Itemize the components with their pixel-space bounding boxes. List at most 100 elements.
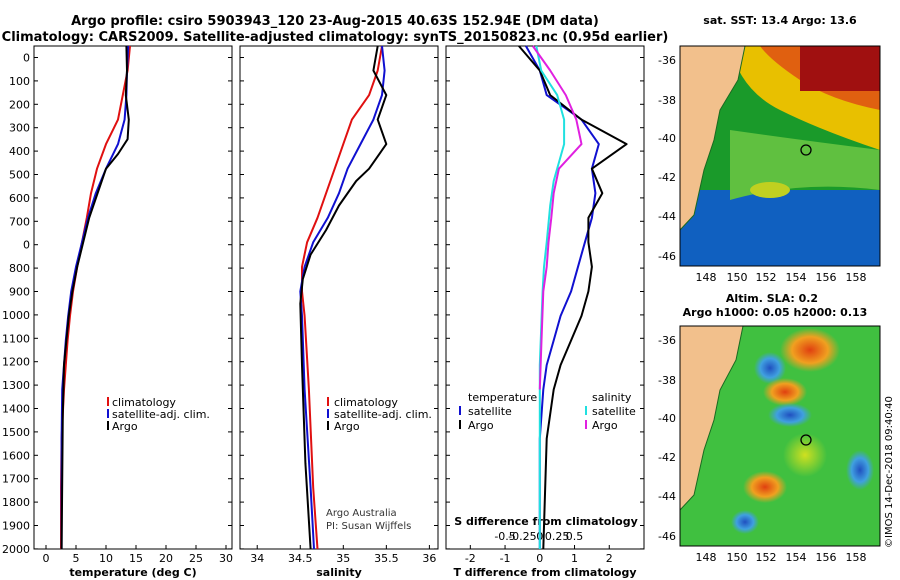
- figure-title-line-2: Climatology: CARS2009. Satellite-adjuste…: [1, 30, 669, 45]
- sst-map-lat-tick: -44: [658, 210, 676, 223]
- depth-tick-label: 1900: [2, 520, 30, 533]
- sla-map: [679, 325, 881, 547]
- depth-tick-label: 1800: [2, 496, 30, 509]
- sla-map-lon-tick: 148: [696, 551, 717, 564]
- x-tick-label: 35: [336, 552, 350, 565]
- s-diff-tick-label: 0.25: [545, 530, 570, 543]
- s-diff-tick-label: -0.25: [508, 530, 536, 543]
- depth-tick-label: 800: [9, 262, 30, 275]
- legend-temperature-heading: temperature: [468, 391, 537, 404]
- sla-map-lat-tick: -38: [658, 374, 676, 387]
- legend-label-s-argo: Argo: [592, 419, 618, 432]
- depth-tick-label: 0: [23, 239, 30, 252]
- x-tick-label: 1: [571, 552, 578, 565]
- legend-label-argo: Argo: [112, 420, 138, 433]
- depth-tick-label: 1100: [2, 332, 30, 345]
- x-tick-label: 0: [536, 552, 543, 565]
- x-tick-label: 5: [73, 552, 80, 565]
- series-line-s-argo: [531, 45, 583, 390]
- legend-salinity-heading: salinity: [592, 391, 632, 404]
- x-tick-label: 2: [606, 552, 613, 565]
- sla-map-lat-tick: -42: [658, 451, 676, 464]
- legend-label-satellite: satellite-adj. clim.: [334, 408, 432, 421]
- sst-map-lon-tick: 156: [816, 271, 837, 284]
- depth-tick-label: 500: [9, 169, 30, 182]
- series-line-satellite-adj-clim-: [299, 45, 386, 550]
- difference-legend: temperature satellite Argo salinity sate…: [459, 391, 636, 432]
- sst-map-lon-tick: 152: [756, 271, 777, 284]
- x-tick-label: 34.5: [288, 552, 313, 565]
- depth-tick-label: 100: [9, 75, 30, 88]
- t-difference-axis-label: T difference from climatology: [453, 566, 636, 579]
- temperature-panel: temperature (deg C) 0 5 10 15 20 25 30: [33, 45, 233, 579]
- legend-label-argo: Argo: [334, 420, 360, 433]
- salinity-panel: salinity 34 34.5 35 35.5 36: [239, 45, 439, 579]
- x-tick-label: 34: [250, 552, 264, 565]
- sst-map-lon-tick: 148: [696, 271, 717, 284]
- sla-map-title-2: Argo h1000: 0.05 h2000: 0.13: [683, 306, 868, 319]
- sst-map-lat-tick: -46: [658, 250, 676, 263]
- sla-map-lon-tick: 152: [756, 551, 777, 564]
- series-line-argo: [299, 45, 388, 550]
- depth-tick-label: 900: [9, 286, 30, 299]
- series-line-climatology: [301, 45, 383, 550]
- x-tick-label: -1: [500, 552, 511, 565]
- salinity-legend: climatology satellite-adj. clim. Argo Ar…: [326, 396, 432, 532]
- depth-tick-label: 700: [9, 215, 30, 228]
- sla-map-lon-tick: 154: [786, 551, 807, 564]
- depth-tick-label: 600: [9, 192, 30, 205]
- x-tick-label: 25: [189, 552, 203, 565]
- depth-tick-label: 1500: [2, 426, 30, 439]
- depth-tick-label: 1200: [2, 356, 30, 369]
- x-tick-label: 36: [422, 552, 436, 565]
- depth-tick-label: 1700: [2, 473, 30, 486]
- temperature-axis-label: temperature (deg C): [69, 566, 196, 579]
- depth-tick-label: 1600: [2, 449, 30, 462]
- sst-map-lat-tick: -42: [658, 171, 676, 184]
- sla-map-lat-tick: -46: [658, 530, 676, 543]
- depth-tick-label: 200: [9, 98, 30, 111]
- timestamp-stamp: ©IMOS 14-Dec-2018 09:40:40: [884, 396, 895, 548]
- depth-tick-label: 1000: [2, 309, 30, 322]
- sla-map-lat-tick: -44: [658, 490, 676, 503]
- x-tick-label: -2: [465, 552, 476, 565]
- credit-line-1: Argo Australia: [326, 508, 397, 519]
- land-mass: [680, 326, 744, 511]
- s-difference-axis-label: S difference from climatology: [454, 515, 638, 528]
- depth-tick-label: 1400: [2, 403, 30, 416]
- sla-map-lat-tick: -40: [658, 412, 676, 425]
- legend-label-climatology: climatology: [334, 396, 398, 409]
- x-tick-label: 20: [159, 552, 173, 565]
- series-line-argo: [60, 45, 130, 550]
- sla-map-lon-tick: 150: [727, 551, 748, 564]
- x-tick-label: 15: [129, 552, 143, 565]
- depth-tick-label: 1300: [2, 379, 30, 392]
- legend-label-t-argo: Argo: [468, 419, 494, 432]
- depth-tick-label: 2000: [2, 543, 30, 556]
- sst-map-lon-tick: 150: [727, 271, 748, 284]
- credit-line-2: PI: Susan Wijffels: [326, 521, 411, 532]
- figure-title-line-1: Argo profile: csiro 5903943_120 23-Aug-2…: [71, 14, 599, 29]
- sla-map-lon-tick: 156: [816, 551, 837, 564]
- salinity-axis-label: salinity: [316, 566, 362, 579]
- float-location-marker: [800, 434, 812, 446]
- x-tick-label: 0: [43, 552, 50, 565]
- sla-map-lon-tick: 158: [846, 551, 867, 564]
- float-location-marker: [800, 144, 812, 156]
- depth-tick-label: 400: [9, 145, 30, 158]
- legend-label-climatology: climatology: [112, 396, 176, 409]
- x-tick-label: 10: [99, 552, 113, 565]
- depth-tick-label: 0: [23, 52, 30, 65]
- sla-map-title-1: Altim. SLA: 0.2: [726, 292, 818, 305]
- legend-label-satellite: satellite-adj. clim.: [112, 408, 210, 421]
- sst-map-lat-tick: -40: [658, 132, 676, 145]
- difference-panel: T difference from climatology S differen…: [445, 45, 645, 579]
- sst-map-lon-tick: 154: [786, 271, 807, 284]
- sst-map: [679, 45, 881, 267]
- s-diff-tick-label: 0.5: [566, 530, 584, 543]
- sla-map-lat-tick: -36: [658, 334, 676, 347]
- legend-label-s-satellite: satellite: [592, 405, 636, 418]
- sst-map-lat-tick: -36: [658, 54, 676, 67]
- x-tick-label: 35.5: [374, 552, 399, 565]
